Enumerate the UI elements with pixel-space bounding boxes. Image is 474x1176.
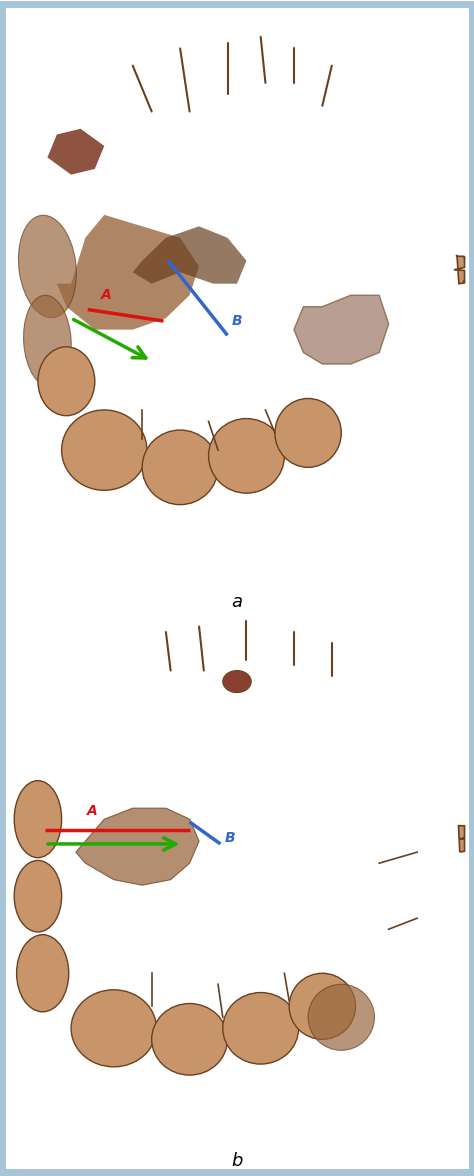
Ellipse shape xyxy=(14,861,62,931)
Ellipse shape xyxy=(17,935,69,1011)
Text: A: A xyxy=(101,288,112,302)
Ellipse shape xyxy=(18,215,76,318)
Polygon shape xyxy=(294,295,389,365)
Ellipse shape xyxy=(38,347,95,415)
Ellipse shape xyxy=(308,984,374,1050)
Polygon shape xyxy=(458,826,465,853)
Ellipse shape xyxy=(223,993,299,1064)
Text: b: b xyxy=(231,1152,243,1170)
Text: B: B xyxy=(225,831,235,846)
Ellipse shape xyxy=(62,410,147,490)
Polygon shape xyxy=(455,255,465,283)
Ellipse shape xyxy=(209,419,284,493)
Text: a: a xyxy=(231,593,243,610)
Ellipse shape xyxy=(289,974,356,1040)
Polygon shape xyxy=(76,808,199,886)
Ellipse shape xyxy=(71,990,156,1067)
Ellipse shape xyxy=(152,1003,228,1075)
Ellipse shape xyxy=(24,295,71,387)
Ellipse shape xyxy=(223,670,251,693)
Ellipse shape xyxy=(14,781,62,857)
Text: A: A xyxy=(87,804,98,817)
Polygon shape xyxy=(57,215,199,329)
Polygon shape xyxy=(47,128,104,175)
Text: B: B xyxy=(232,314,242,328)
Polygon shape xyxy=(133,226,246,283)
Ellipse shape xyxy=(142,430,218,505)
Ellipse shape xyxy=(275,399,341,467)
